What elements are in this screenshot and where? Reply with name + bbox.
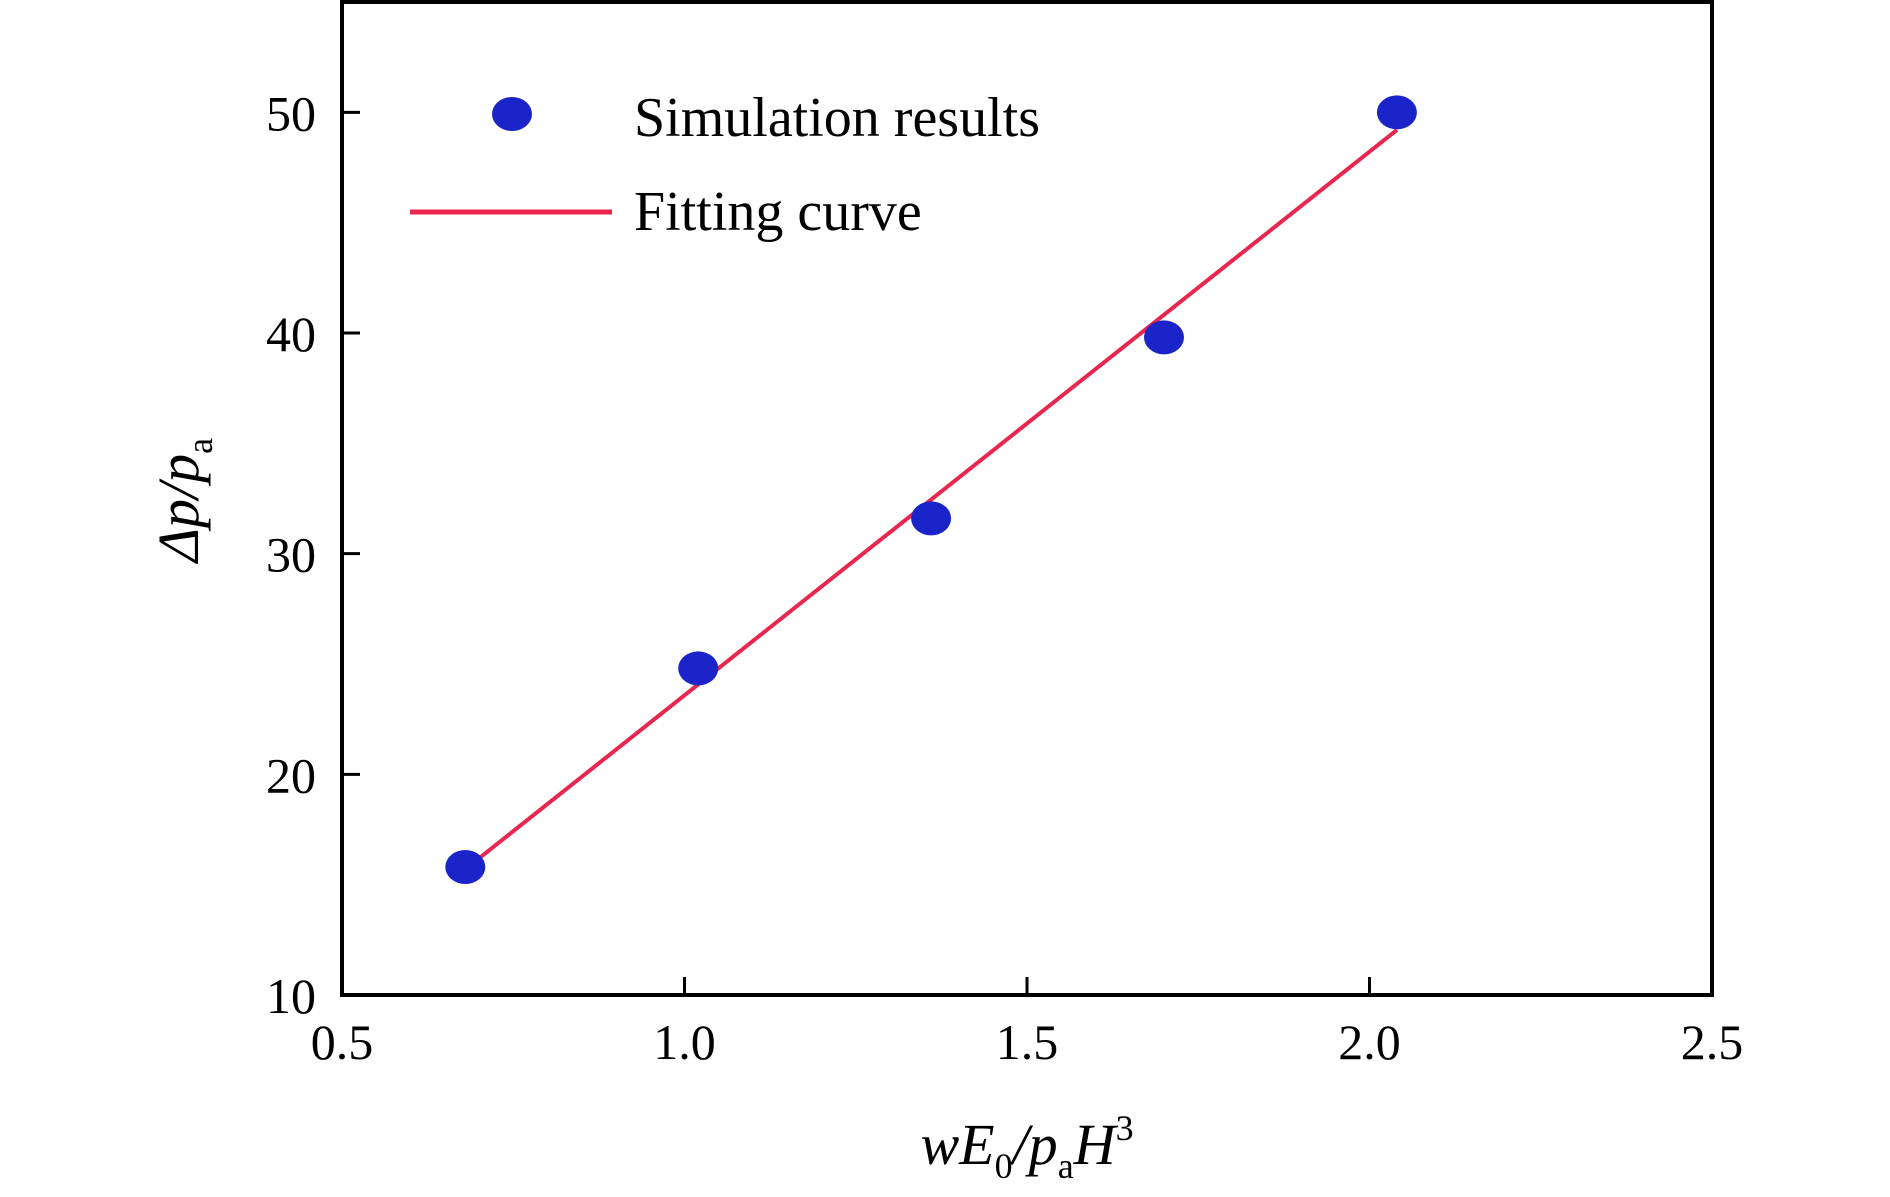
x-tick-label-1: 1.0 (653, 1014, 716, 1070)
legend-label-simulation: Simulation results (634, 87, 1040, 149)
y-tick-label-1: 20 (266, 747, 316, 803)
x-axis-ticks: 0.5 1.0 1.5 2.0 2.5 (311, 977, 1744, 1070)
x-axis-label: wE0/paH3 (920, 1108, 1133, 1186)
x-tick-label-3: 2.0 (1338, 1014, 1401, 1070)
fitting-curve-layer (464, 128, 1399, 871)
simulation-point-0 (445, 850, 486, 885)
simulation-point-3 (1144, 320, 1184, 355)
y-tick-label-3: 40 (266, 306, 316, 362)
fitting-curve-line (464, 128, 1399, 871)
simulation-point-4 (1376, 95, 1417, 130)
simulation-points-layer (445, 95, 1417, 885)
y-axis-ticks: 10 20 30 40 50 (266, 85, 360, 1024)
y-tick-label-0: 10 (266, 968, 316, 1024)
legend: Simulation results Fitting curve (410, 87, 1040, 243)
x-tick-label-2: 1.5 (996, 1014, 1059, 1070)
plot-frame (340, 0, 1714, 997)
legend-label-fitting: Fitting curve (634, 181, 922, 243)
y-tick-label-2: 30 (266, 527, 316, 583)
legend-marker-simulation (492, 97, 532, 131)
simulation-point-2 (911, 501, 952, 536)
y-tick-label-4: 50 (266, 85, 316, 141)
simulation-point-1 (678, 651, 719, 686)
y-axis-label: Δp/pa (146, 438, 220, 564)
x-tick-label-0: 0.5 (311, 1014, 374, 1070)
x-tick-label-4: 2.5 (1681, 1014, 1744, 1070)
